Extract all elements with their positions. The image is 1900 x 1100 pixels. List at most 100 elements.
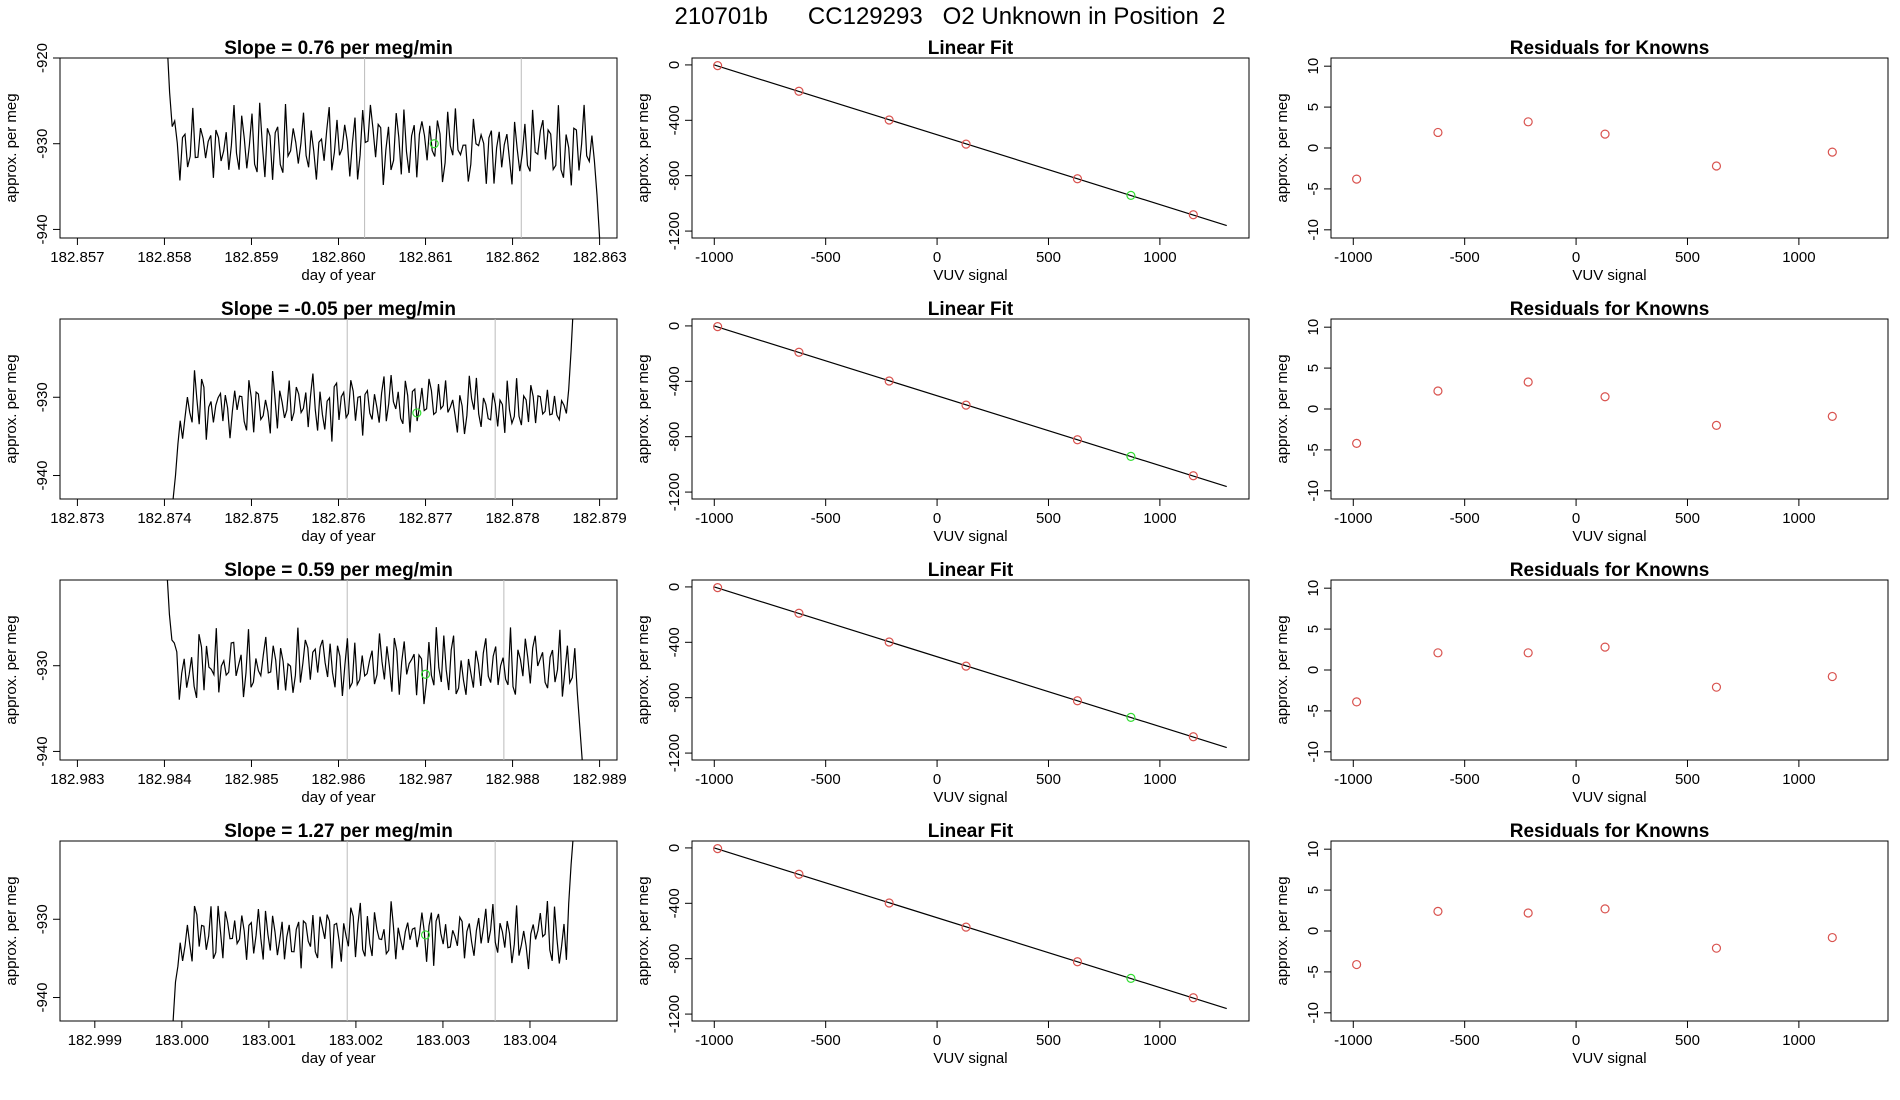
panel-fit-row-3: Linear Fit -1000 -500 0 500 1000 0 -400 -800 -120… <box>635 560 1250 806</box>
x-axis-label: VUV signal <box>1572 1050 1646 1067</box>
y-tick-label: -930 <box>34 651 51 681</box>
x-tick-label: 0 <box>933 1032 941 1049</box>
known-point <box>713 61 723 71</box>
plot-area <box>713 61 1227 227</box>
known-point <box>713 583 723 593</box>
known-point <box>1072 957 1083 967</box>
x-tick-label: 182.989 <box>572 771 626 788</box>
y-tick-label: -930 <box>34 904 51 934</box>
known-point <box>961 922 971 932</box>
x-tick-label: 182.985 <box>224 771 278 788</box>
residual-point <box>1827 671 1837 682</box>
known-point <box>1188 210 1198 220</box>
residual-point <box>1600 642 1610 652</box>
residual-point <box>1827 932 1837 943</box>
known-point <box>1188 993 1198 1003</box>
panel-timeseries-row-2: Slope = -0.05 per meg/min 182.873 182.874 1… <box>3 299 627 545</box>
plot-area <box>172 319 574 499</box>
residual-point <box>1523 648 1533 658</box>
y-axis-label: approx. per meg <box>1274 876 1291 985</box>
plot-frame <box>1330 57 1889 239</box>
known-point <box>794 347 804 357</box>
panel-timeseries-row-3: Slope = 0.59 per meg/min 182.983 182.984 18… <box>3 560 627 806</box>
x-tick-label: 182.999 <box>68 1032 122 1049</box>
unknown-point <box>1126 973 1136 983</box>
y-tick-label: 10 <box>1305 58 1322 75</box>
x-tick-label: 182.988 <box>485 771 539 788</box>
x-tick-label: 182.983 <box>50 771 104 788</box>
x-tick-label: -500 <box>1450 1032 1480 1049</box>
x-tick-label: -500 <box>1450 771 1480 788</box>
x-tick-label: -1000 <box>1334 249 1372 266</box>
panel-timeseries-row-1: Slope = 0.76 per meg/min 182.857 182.858 18… <box>3 38 627 284</box>
x-tick-label: -1000 <box>695 510 733 527</box>
known-point <box>794 86 804 96</box>
y-tick-label: -5 <box>1305 704 1322 717</box>
residual-point <box>1433 906 1443 916</box>
y-tick-label: -1200 <box>666 995 683 1033</box>
x-tick-label: 183.003 <box>416 1032 470 1049</box>
known-point <box>713 844 723 854</box>
y-tick-label: -940 <box>34 461 51 491</box>
x-tick-label: 183.002 <box>329 1032 383 1049</box>
plot-frame <box>59 840 618 1022</box>
x-tick-label: 500 <box>1675 1032 1700 1049</box>
y-axis-label: approx. per meg <box>3 615 20 724</box>
x-tick-label: 182.861 <box>398 249 452 266</box>
panel-title: Linear Fit <box>928 821 1014 842</box>
x-axis-label: VUV signal <box>1572 267 1646 284</box>
x-tick-label: 182.878 <box>485 510 539 527</box>
residual-point <box>1523 117 1533 127</box>
residual-point <box>1711 420 1722 430</box>
x-tick-label: 500 <box>1036 771 1061 788</box>
x-tick-label: 500 <box>1036 1032 1061 1049</box>
x-tick-label: 182.860 <box>311 249 365 266</box>
x-tick-label: 182.873 <box>50 510 104 527</box>
plot-area <box>713 583 1227 749</box>
residual-point <box>1600 129 1610 139</box>
x-axis-label: day of year <box>301 528 375 545</box>
residual-point <box>1523 908 1533 918</box>
y-axis-label: approx. per meg <box>1274 354 1291 463</box>
panel-title: Slope = 0.76 per meg/min <box>224 38 453 59</box>
data-trace-line <box>166 580 583 760</box>
x-tick-label: -500 <box>1450 510 1480 527</box>
x-axis-label: VUV signal <box>933 789 1007 806</box>
y-tick-label: 10 <box>1305 319 1322 336</box>
residual-point <box>1711 943 1722 953</box>
panel-title: Slope = 0.59 per meg/min <box>224 560 453 581</box>
y-axis-label: approx. per meg <box>635 615 652 724</box>
x-tick-label: 0 <box>1572 510 1580 527</box>
x-tick-label: -1000 <box>1334 510 1372 527</box>
known-point <box>1188 732 1198 742</box>
plot-frame <box>59 579 618 761</box>
x-tick-label: 1000 <box>1143 771 1176 788</box>
x-tick-label: 182.862 <box>485 249 539 266</box>
x-tick-label: -1000 <box>695 771 733 788</box>
x-tick-label: 182.863 <box>572 249 626 266</box>
known-point <box>961 139 971 149</box>
x-tick-label: -500 <box>1450 249 1480 266</box>
x-tick-label: 1000 <box>1782 1032 1815 1049</box>
panel-title: Linear Fit <box>928 560 1014 581</box>
known-point <box>884 637 894 647</box>
x-tick-label: 1000 <box>1143 1032 1176 1049</box>
panel-title: Linear Fit <box>928 38 1014 59</box>
plot-frame <box>691 840 1250 1022</box>
y-tick-label: -1200 <box>666 734 683 772</box>
residual-point <box>1433 386 1443 396</box>
residual-point <box>1352 174 1362 184</box>
x-tick-label: 1000 <box>1782 510 1815 527</box>
plot-frame <box>691 318 1250 500</box>
residual-point <box>1523 377 1533 387</box>
y-tick-label: -5 <box>1305 443 1322 456</box>
y-tick-label: -920 <box>34 43 51 73</box>
x-tick-label: 0 <box>1572 771 1580 788</box>
x-axis-label: day of year <box>301 789 375 806</box>
y-tick-label: -5 <box>1305 182 1322 195</box>
x-axis-label: VUV signal <box>1572 789 1646 806</box>
y-tick-label: -10 <box>1305 480 1322 502</box>
y-tick-label: -800 <box>666 683 683 713</box>
y-axis-label: approx. per meg <box>3 93 20 202</box>
residual-point <box>1352 438 1362 448</box>
